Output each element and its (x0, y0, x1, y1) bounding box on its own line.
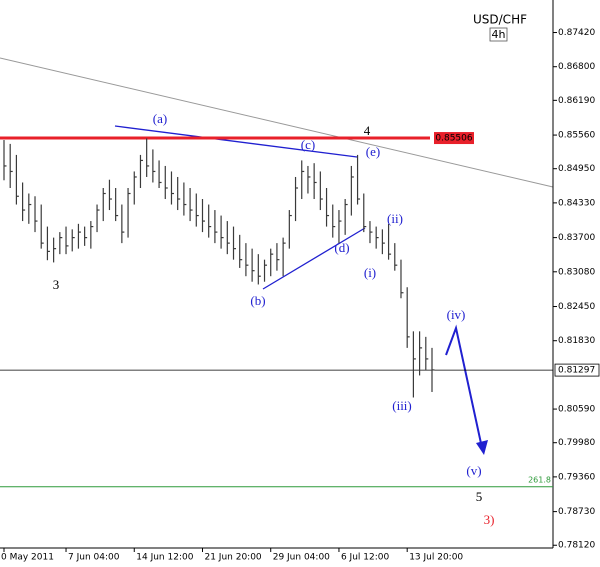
x-tick-label: 0 May 2011 (1, 553, 54, 563)
wave-label: (c) (301, 137, 315, 152)
triangle-upper-line (114, 125, 358, 158)
timeframe: 4h (492, 28, 506, 41)
wave-label: 4 (364, 123, 371, 138)
y-tick-label: 0.85560 (558, 131, 595, 141)
chart-title: USD/CHF (473, 13, 527, 27)
y-tick-label: 0.83700 (558, 233, 595, 243)
y-tick-label: 0.82450 (558, 302, 595, 312)
y-tick-label: 0.79980 (558, 438, 595, 448)
timeframe-box (489, 27, 508, 42)
wave-label: (ii) (387, 211, 403, 226)
y-tick-label: 0.84330 (558, 198, 595, 208)
wave-label: (b) (250, 293, 265, 308)
y-tick-label: 0.79360 (558, 472, 595, 482)
level-label-box (434, 132, 474, 145)
wave-label: 3 (53, 277, 60, 292)
trend-line (0, 57, 554, 188)
x-tick-label: 6 Jul 12:00 (341, 553, 390, 563)
y-tick-label: 0.86190 (558, 96, 595, 106)
x-tick-label: 13 Jul 20:00 (409, 553, 463, 563)
wave-label: 3) (484, 512, 495, 527)
wave-label: (iii) (392, 398, 412, 413)
y-tick-label: 0.80590 (558, 405, 595, 415)
wave-label: (iv) (447, 307, 466, 322)
y-tick-label: 0.86800 (558, 62, 595, 72)
y-tick-label: 0.83080 (558, 267, 595, 277)
arrow-head (476, 440, 488, 455)
y-tick-label: 0.78730 (558, 507, 595, 517)
wave-label: 5 (476, 489, 483, 504)
wave-label: (a) (153, 111, 167, 126)
wave-label: (e) (366, 144, 380, 159)
level-label: 0.85506 (435, 134, 472, 144)
y-tick-label: 0.81830 (558, 336, 595, 346)
wave-label: (i) (364, 265, 376, 280)
projection-arrow (445, 324, 483, 449)
fib-level-label: 261.8 (528, 475, 551, 484)
current-price-label: 0.81297 (558, 366, 595, 376)
x-tick-label: 7 Jun 04:00 (68, 553, 120, 563)
x-tick-label: 14 Jun 12:00 (136, 553, 193, 563)
y-tick-label: 0.78120 (558, 541, 595, 551)
y-tick-label: 0.87420 (558, 28, 595, 38)
current-price-box (554, 363, 600, 377)
y-tick-label: 0.84950 (558, 164, 595, 174)
x-tick-label: 29 Jun 04:00 (273, 553, 330, 563)
triangle-lower-line (262, 227, 366, 290)
wave-label: (d) (334, 240, 349, 255)
wave-label: (v) (466, 463, 481, 478)
x-tick-label: 21 Jun 20:00 (204, 553, 261, 563)
